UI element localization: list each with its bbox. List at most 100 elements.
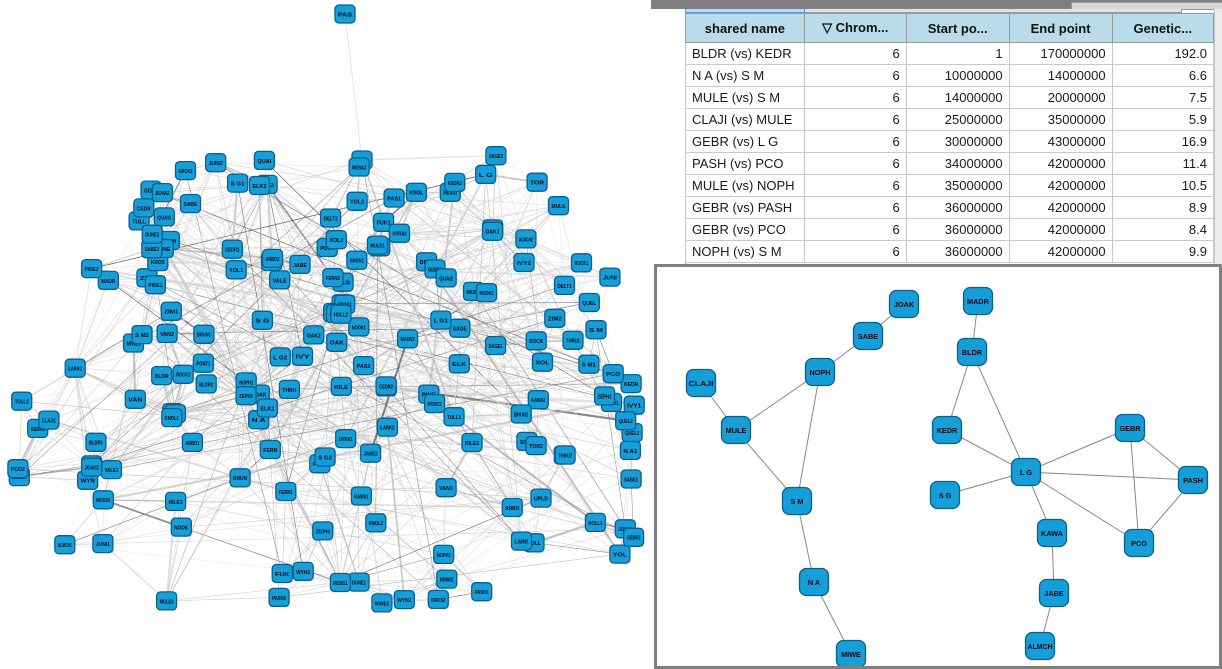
svg-text:QUAI: QUAI xyxy=(257,159,272,165)
svg-text:CLAJI1: CLAJI1 xyxy=(42,419,56,425)
svg-text:BLDR2: BLDR2 xyxy=(199,382,213,388)
svg-text:L G1: L G1 xyxy=(434,319,448,325)
svg-text:KNOL1: KNOL1 xyxy=(165,416,179,422)
svg-text:PONT2: PONT2 xyxy=(428,402,442,408)
svg-text:RILE2: RILE2 xyxy=(465,441,479,447)
svg-text:LARK1: LARK1 xyxy=(68,367,82,373)
svg-text:GROV1: GROV1 xyxy=(350,259,364,265)
svg-text:IVY2: IVY2 xyxy=(517,261,531,267)
svg-text:UVRA2: UVRA2 xyxy=(393,232,407,238)
svg-text:MIWE: MIWE xyxy=(841,650,861,659)
svg-text:S G2: S G2 xyxy=(318,455,332,461)
svg-text:QUAI2: QUAI2 xyxy=(439,276,453,282)
svg-text:KEDR2: KEDR2 xyxy=(448,181,462,187)
svg-text:L G2: L G2 xyxy=(273,355,287,361)
svg-text:KEDR: KEDR xyxy=(937,426,958,435)
svg-text:ARBO2: ARBO2 xyxy=(266,257,280,263)
svg-text:JABE: JABE xyxy=(293,263,307,269)
svg-text:PCO2: PCO2 xyxy=(11,467,25,473)
svg-text:NOPH2: NOPH2 xyxy=(437,553,451,559)
svg-text:THRU1: THRU1 xyxy=(566,339,580,345)
svg-text:ZEPH2: ZEPH2 xyxy=(598,394,612,400)
svg-text:WYN2: WYN2 xyxy=(397,598,411,604)
svg-text:ARBO1: ARBO1 xyxy=(185,441,199,447)
svg-text:JABE2: JABE2 xyxy=(364,452,378,458)
svg-text:DUNE2: DUNE2 xyxy=(145,233,159,239)
svg-text:NOOK2: NOOK2 xyxy=(480,291,494,297)
svg-text:PASH: PASH xyxy=(1183,476,1203,485)
svg-text:KNOL2: KNOL2 xyxy=(369,521,383,527)
svg-text:UVRA1: UVRA1 xyxy=(339,437,353,443)
svg-text:MULE: MULE xyxy=(552,204,566,210)
svg-text:SOVA2: SOVA2 xyxy=(155,191,169,197)
svg-text:CEDR: CEDR xyxy=(137,206,151,212)
svg-text:TULL1: TULL1 xyxy=(447,415,461,421)
svg-text:WYN1: WYN1 xyxy=(296,570,310,576)
svg-text:MIWE2: MIWE2 xyxy=(375,601,389,607)
svg-text:CEDR2: CEDR2 xyxy=(379,384,393,390)
svg-text:TULL2: TULL2 xyxy=(15,400,29,406)
svg-text:ALMCH2: ALMCH2 xyxy=(519,237,533,243)
svg-text:SABE: SABE xyxy=(858,332,878,341)
svg-text:QUAI1: QUAI1 xyxy=(157,215,171,221)
svg-text:DUNE1: DUNE1 xyxy=(352,581,366,587)
svg-text:ALMCH1: ALMCH1 xyxy=(58,543,72,549)
svg-text:BRUN: BRUN xyxy=(233,476,247,482)
svg-text:NOPH: NOPH xyxy=(809,368,830,377)
svg-text:CEDR1: CEDR1 xyxy=(225,248,239,254)
svg-text:ELK1: ELK1 xyxy=(260,406,274,412)
svg-text:DELT2: DELT2 xyxy=(324,216,338,222)
svg-text:DELT1: DELT1 xyxy=(558,284,572,290)
svg-text:N A: N A xyxy=(252,418,266,424)
svg-text:FERN2: FERN2 xyxy=(326,276,340,282)
svg-text:FUK: FUK xyxy=(275,572,289,578)
svg-text:IVY: IVY xyxy=(296,355,311,361)
svg-text:YOL2: YOL2 xyxy=(350,200,364,206)
svg-text:BLDR: BLDR xyxy=(155,374,169,380)
svg-text:FUK1: FUK1 xyxy=(377,221,391,227)
svg-text:MOSS1: MOSS1 xyxy=(333,581,347,587)
svg-text:S G: S G xyxy=(255,319,269,325)
svg-text:PAS2: PAS2 xyxy=(357,364,371,370)
svg-text:PINE2: PINE2 xyxy=(85,267,99,273)
svg-text:BLDR1: BLDR1 xyxy=(89,441,103,447)
svg-text:KROS2: KROS2 xyxy=(431,598,445,604)
svg-text:HOLL2: HOLL2 xyxy=(334,313,348,319)
svg-text:VAN2: VAN2 xyxy=(160,332,174,338)
svg-text:PONT1: PONT1 xyxy=(196,362,210,368)
svg-text:QUEL: QUEL xyxy=(582,301,597,307)
svg-text:JUNI: JUNI xyxy=(603,276,618,282)
svg-text:S M: S M xyxy=(791,497,804,506)
svg-text:ELK2: ELK2 xyxy=(253,184,267,190)
svg-text:MULE1: MULE1 xyxy=(371,244,385,250)
svg-text:BRUN1: BRUN1 xyxy=(197,333,211,339)
svg-text:HOLL1: HOLL1 xyxy=(588,521,602,527)
svg-text:N A1: N A1 xyxy=(623,449,637,455)
svg-text:MADR: MADR xyxy=(101,279,115,285)
svg-text:VALE1: VALE1 xyxy=(105,468,119,474)
svg-text:LARK2: LARK2 xyxy=(380,426,394,432)
svg-text:THRU2: THRU2 xyxy=(558,453,572,459)
svg-text:RILE1: RILE1 xyxy=(169,500,183,506)
svg-text:LARK: LARK xyxy=(515,540,529,546)
svg-text:SABE: SABE xyxy=(184,202,198,208)
svg-text:YOL: YOL xyxy=(613,553,628,559)
svg-text:S G: S G xyxy=(939,491,952,500)
svg-text:S M1: S M1 xyxy=(582,363,596,369)
svg-text:MADR: MADR xyxy=(967,297,990,306)
svg-text:OAK: OAK xyxy=(330,341,344,347)
svg-text:MADR2: MADR2 xyxy=(401,337,415,343)
svg-text:NOPH1: NOPH1 xyxy=(239,380,253,386)
svg-text:SABE2: SABE2 xyxy=(145,247,159,253)
svg-text:MULE2: MULE2 xyxy=(160,599,174,605)
svg-text:KAWA2: KAWA2 xyxy=(531,398,545,404)
svg-text:QUEL1: QUEL1 xyxy=(625,431,639,437)
svg-text:IVY1: IVY1 xyxy=(627,404,641,410)
svg-text:N A: N A xyxy=(808,578,821,587)
svg-text:ELK: ELK xyxy=(452,362,466,368)
svg-text:FERN1: FERN1 xyxy=(279,490,293,496)
svg-text:ROCK: ROCK xyxy=(529,339,543,345)
svg-text:MOSS2: MOSS2 xyxy=(96,498,110,504)
svg-text:THRU: THRU xyxy=(282,388,296,394)
svg-text:SAGE1: SAGE1 xyxy=(489,344,503,350)
